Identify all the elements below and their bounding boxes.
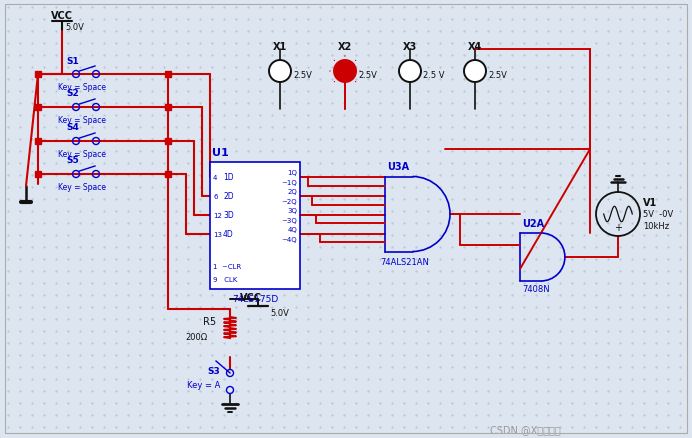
Circle shape bbox=[269, 61, 291, 83]
Text: 74LS175D: 74LS175D bbox=[232, 295, 278, 304]
Circle shape bbox=[464, 61, 486, 83]
Text: V1: V1 bbox=[643, 198, 657, 208]
Text: 4Q: 4Q bbox=[287, 226, 297, 233]
Text: X3: X3 bbox=[403, 42, 417, 52]
Text: U1: U1 bbox=[212, 148, 229, 158]
Text: X2: X2 bbox=[338, 42, 352, 52]
Text: 13: 13 bbox=[213, 231, 222, 237]
Text: 2.5V: 2.5V bbox=[358, 71, 377, 80]
Text: S3: S3 bbox=[207, 367, 220, 376]
Text: ~3Q: ~3Q bbox=[281, 218, 297, 223]
Bar bbox=[210, 162, 300, 290]
Text: S1: S1 bbox=[66, 57, 80, 65]
Text: X4: X4 bbox=[468, 42, 482, 52]
Text: 74ALS21AN: 74ALS21AN bbox=[380, 258, 429, 266]
Text: ~2Q: ~2Q bbox=[282, 198, 297, 205]
Text: S5: S5 bbox=[66, 156, 80, 165]
Text: S4: S4 bbox=[66, 123, 80, 132]
Text: +: + bbox=[614, 223, 622, 233]
Text: 10kHz: 10kHz bbox=[643, 222, 669, 231]
Text: ~4Q: ~4Q bbox=[282, 237, 297, 243]
Text: ~1Q: ~1Q bbox=[281, 180, 297, 186]
Text: 12: 12 bbox=[213, 212, 222, 219]
Text: 4: 4 bbox=[213, 175, 217, 180]
Text: Key = Space: Key = Space bbox=[58, 150, 106, 159]
Circle shape bbox=[334, 61, 356, 83]
Text: 3D: 3D bbox=[223, 211, 234, 220]
Text: 1D: 1D bbox=[223, 173, 234, 182]
Text: 5.0V: 5.0V bbox=[65, 24, 84, 32]
Text: 5V  -0V: 5V -0V bbox=[643, 210, 673, 219]
Text: R5: R5 bbox=[203, 316, 217, 326]
Text: U2A: U2A bbox=[522, 219, 544, 229]
Text: 2.5V: 2.5V bbox=[488, 71, 507, 80]
Text: 9   CLK: 9 CLK bbox=[213, 276, 237, 283]
Text: 2.5V: 2.5V bbox=[293, 71, 312, 80]
Text: 5.0V: 5.0V bbox=[270, 309, 289, 318]
Text: Key = Space: Key = Space bbox=[58, 116, 106, 125]
Text: 2D: 2D bbox=[223, 192, 234, 201]
Text: CSDN @X翟反相器: CSDN @X翟反相器 bbox=[490, 424, 561, 434]
Text: S2: S2 bbox=[66, 89, 80, 98]
Text: 2.5 V: 2.5 V bbox=[423, 71, 444, 80]
Text: 7408N: 7408N bbox=[522, 285, 549, 294]
Circle shape bbox=[399, 61, 421, 83]
Text: Key = Space: Key = Space bbox=[58, 183, 106, 192]
Text: 6: 6 bbox=[213, 194, 217, 200]
Text: 3Q: 3Q bbox=[287, 208, 297, 213]
Text: Key = Space: Key = Space bbox=[58, 83, 106, 92]
Text: 200Ω: 200Ω bbox=[186, 333, 208, 342]
Text: X1: X1 bbox=[273, 42, 287, 52]
Text: 4D: 4D bbox=[223, 230, 234, 239]
Text: 1  ~CLR: 1 ~CLR bbox=[213, 263, 242, 269]
Text: 1Q: 1Q bbox=[287, 170, 297, 176]
Text: VCC: VCC bbox=[51, 11, 73, 21]
Text: U3A: U3A bbox=[387, 162, 409, 172]
Text: Key = A: Key = A bbox=[187, 381, 220, 390]
Text: 2Q: 2Q bbox=[287, 189, 297, 194]
Text: VCC: VCC bbox=[240, 292, 262, 302]
